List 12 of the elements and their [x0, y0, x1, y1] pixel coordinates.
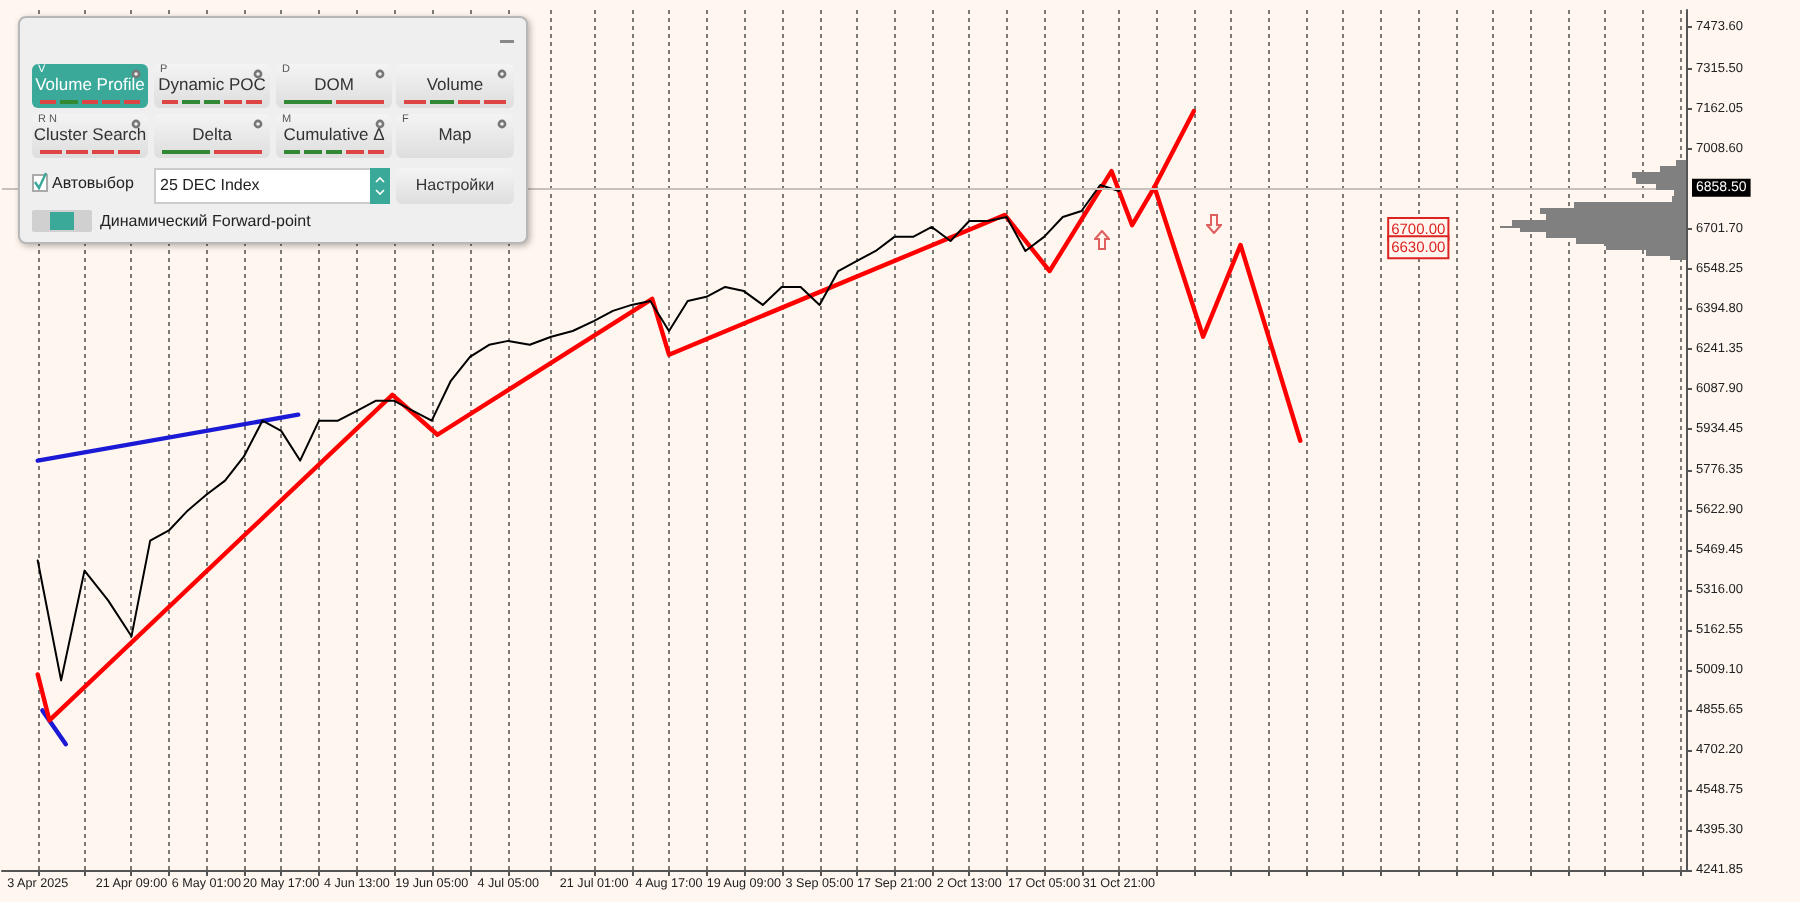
annotation: Dynamic POC — [156, 74, 268, 94]
annotation: Настройки — [413, 176, 497, 194]
annotation: Автовыбор — [52, 174, 134, 192]
annotation: Map — [436, 124, 474, 144]
annotation: Динамический Forward-point — [100, 212, 311, 230]
annotation: Volume — [424, 74, 486, 94]
annotation: Delta — [190, 124, 234, 144]
annotation: Cluster Search — [32, 124, 148, 144]
annotation: 25 DEC Index — [160, 176, 260, 194]
annotation: Cumulative Δ — [281, 124, 387, 144]
annotation: DOM — [312, 74, 356, 94]
annotation: Volume Profile — [33, 74, 147, 94]
